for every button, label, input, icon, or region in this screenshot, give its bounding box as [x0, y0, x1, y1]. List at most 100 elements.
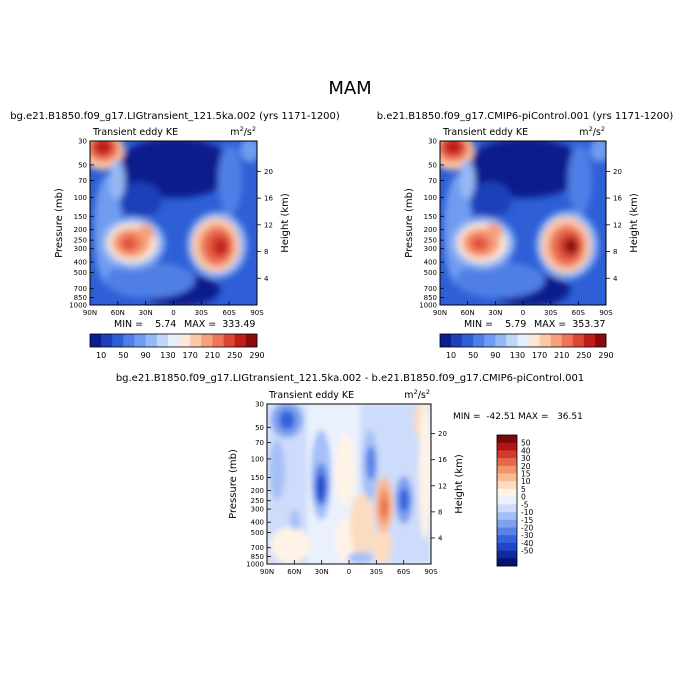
panel-a-colorbar-swatch — [212, 334, 224, 347]
panel-a-xtick-label: 30N — [139, 309, 153, 317]
panel-c-colorbar-label: 50 — [521, 439, 531, 448]
panel-a-ytick-label: 50 — [78, 161, 87, 169]
panel-b-colorbar-label: 290 — [598, 351, 613, 360]
panel-a-ytick-label: 500 — [74, 269, 87, 277]
panel-a-colorbar-swatch — [201, 334, 213, 347]
panel-a-ytick-label: 1000 — [69, 302, 87, 310]
panel-a-colorbar-swatch — [145, 334, 158, 347]
panel-a-colorbar-label: 50 — [118, 351, 128, 360]
panel-c-subtitle: Transient eddy KE — [268, 390, 354, 401]
panel-a-colorbar-swatch — [234, 334, 247, 347]
panel-b-units: m2/s2 — [579, 125, 605, 138]
panel-a-axes: 305070100150200250300400500700850100090N… — [69, 138, 273, 318]
panel-b-rtick-label: 4 — [613, 275, 618, 283]
panel-b-colorbar-label: 50 — [468, 351, 478, 360]
panel-c-colorbar-label: -40 — [521, 539, 533, 548]
panel-b-field — [440, 141, 606, 305]
panel-b-xtick-label: 90S — [599, 309, 613, 317]
panel-c-xtick-label: 60S — [397, 568, 411, 576]
panel-a-ytick-label: 30 — [78, 138, 87, 146]
panel-b-xtick-label: 30N — [488, 309, 502, 317]
panel-a-colorbar-swatch — [223, 334, 236, 347]
panel-b-ytick-label: 300 — [424, 245, 437, 253]
panel-b-colorbar-swatch — [473, 334, 485, 347]
panel-b-ytick-label: 1000 — [419, 302, 437, 310]
panel-b-ytick-label: 30 — [428, 138, 437, 146]
panel-c-colorbar-label: 0 — [521, 493, 526, 502]
panel-c-colorbar-label: -5 — [521, 500, 529, 509]
panel-c-colorbar-swatch — [497, 450, 517, 459]
panel-c-colorbar-swatch — [497, 488, 517, 497]
panel-a-subtitle: Transient eddy KE — [92, 127, 178, 138]
panel-b-axes: 305070100150200250300400500700850100090N… — [419, 138, 622, 318]
panel-c-colorbar-swatch — [497, 435, 517, 444]
panel-a-ytick-label: 400 — [74, 259, 87, 267]
panel-c-colorbar-swatch — [497, 496, 517, 505]
panel-c-colorbar-swatch — [497, 481, 517, 490]
panel-c-max: MAX = 36.51 — [518, 412, 583, 422]
panel-b-ytick-label: 850 — [424, 294, 437, 302]
panel-c-colorbar-swatch — [497, 519, 517, 528]
panel-a-ylabel: Pressure (mb) — [54, 188, 65, 258]
panel-c-colorbar-swatch — [497, 558, 517, 567]
panel-c-colorbar-swatch — [497, 442, 517, 451]
panel-b-rtick-label: 8 — [613, 248, 617, 256]
figure-title: MAM — [328, 78, 371, 99]
panel-a-ylabel-right: Height (km) — [280, 193, 291, 253]
panel-b-colorbar-swatch — [440, 334, 452, 347]
panel-b-ytick-label: 100 — [424, 194, 437, 202]
panel-b-colorbar-label: 210 — [554, 351, 569, 360]
panel-b-ylabel-right: Height (km) — [629, 193, 640, 253]
panel-a-colorbar-frame — [89, 333, 258, 348]
panel-b-colorbar-label: 170 — [532, 351, 547, 360]
panel-c-colorbar-swatch — [497, 465, 517, 474]
panel-c-colorbar-label: -10 — [521, 508, 533, 517]
panel-a: bg.e21.B1850.f09_g17.LIGtransient_121.5k… — [10, 111, 340, 360]
panel-a-rtick-label: 4 — [264, 275, 269, 283]
panel-c-xtick-label: 30N — [315, 568, 329, 576]
panel-c-xtick-label: 30S — [370, 568, 384, 576]
panel-c-ytick-label: 700 — [251, 544, 264, 552]
panel-b-ytick-label: 70 — [428, 177, 437, 185]
panel-b-colorbar-swatch — [517, 334, 529, 347]
panel-c-axes: 305070100150200250300400500700850100090N… — [246, 401, 447, 577]
panel-a-colorbar-swatch — [190, 334, 202, 347]
panel-c-colorbar-label: 10 — [521, 477, 531, 486]
panel-a-ytick-label: 100 — [74, 194, 87, 202]
panel-c-colorbar-swatch — [497, 473, 517, 482]
panel-b-colorbar-swatch — [495, 334, 507, 347]
panel-b-colorbar-label: 130 — [510, 351, 525, 360]
panel-b-colorbar-label: 90 — [490, 351, 500, 360]
panel-b-colorbar: 10 50 90 130 170 210 250 290 — [439, 333, 614, 360]
panel-a-colorbar-swatch — [245, 334, 258, 347]
panel-b: b.e21.B1850.f09_g17.CMIP6-piControl.001 … — [377, 111, 674, 360]
panel-c-colorbar-label: 30 — [521, 454, 531, 463]
panel-b-xtick-label: 30S — [544, 309, 558, 317]
panel-a-xtick-label: 30S — [195, 309, 209, 317]
panel-a-colorbar-label: 130 — [160, 351, 175, 360]
panel-a-colorbar-swatch — [123, 334, 135, 347]
panel-c-colorbar-swatch — [497, 535, 517, 544]
panel-c-rtick-label: 12 — [438, 482, 447, 490]
panel-c-colorbar-swatch — [497, 504, 517, 513]
panel-b-xtick-label: 90N — [433, 309, 447, 317]
panel-b-colorbar-frame — [439, 333, 607, 348]
panel-a-ytick-label: 700 — [74, 285, 87, 293]
panel-b-rtick-label: 20 — [613, 168, 622, 176]
panel-a-max: MAX = 333.49 — [184, 319, 255, 330]
panel-a-colorbar-swatch — [179, 334, 191, 347]
panel-c-ytick-label: 1000 — [246, 561, 264, 569]
panel-b-colorbar-swatch — [550, 334, 563, 347]
panel-a-colorbar: 10 50 90 130 170 210 250 290 — [89, 333, 265, 360]
panel-b-colorbar-swatch — [462, 334, 474, 347]
panel-c-colorbar-label: 20 — [521, 462, 531, 471]
panel-c-ylabel-right: Height (km) — [454, 454, 465, 514]
panel-a-colorbar-label: 250 — [227, 351, 242, 360]
panel-c-colorbar-swatch — [497, 458, 517, 467]
panel-b-ytick-label: 400 — [424, 259, 437, 267]
panel-c-field — [267, 404, 431, 564]
panel-c-xtick-label: 90N — [260, 568, 274, 576]
panel-c-rtick-label: 20 — [438, 430, 447, 438]
panel-a-rtick-label: 16 — [264, 195, 273, 203]
